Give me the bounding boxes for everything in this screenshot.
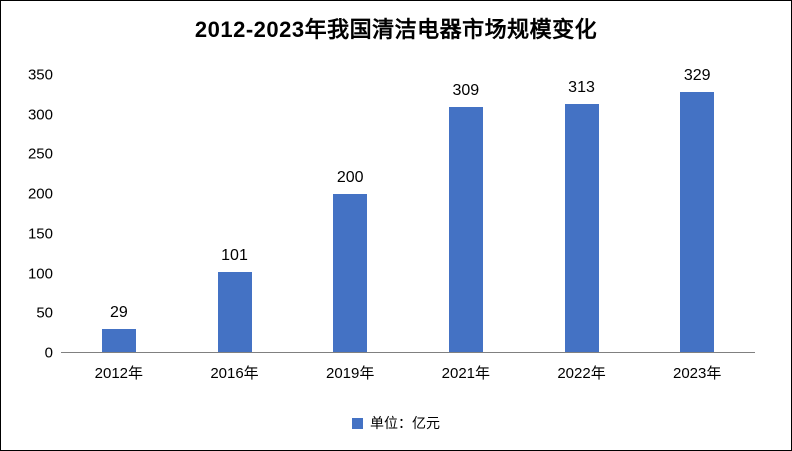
- plot-area: 29 101 200 309 313 329: [61, 67, 755, 353]
- bar: [333, 193, 368, 352]
- bar: [448, 107, 483, 352]
- legend-swatch: [352, 417, 363, 429]
- bar-value-label: 29: [109, 304, 128, 322]
- bar: [564, 104, 599, 352]
- y-tick-label: 50: [36, 304, 53, 322]
- bar-column: 29: [61, 75, 177, 352]
- bar-value-label: 313: [568, 79, 595, 97]
- bar-column: 309: [408, 75, 524, 352]
- chart-body: 350 300 250 200 150 100 50 0 29 101 200 309 313 329 …: [15, 67, 755, 383]
- legend-label: 单位：亿元: [370, 415, 440, 431]
- bar-column: 313: [524, 75, 640, 352]
- x-axis-label: 2021年: [441, 365, 491, 382]
- bar-value-label: 200: [336, 168, 364, 186]
- bar-value-label: 309: [452, 82, 480, 100]
- bar-column: 101: [177, 75, 293, 352]
- bar: [101, 329, 136, 352]
- legend: 单位：亿元: [1, 413, 791, 433]
- y-tick-label: 150: [27, 225, 53, 243]
- bar-value-label: 101: [221, 247, 248, 265]
- x-axis-label: 2016年: [210, 365, 259, 382]
- chart-title: 2012-2023年我国清洁电器市场规模变化: [194, 17, 598, 42]
- x-axis-label: 2023年: [673, 365, 722, 382]
- y-tick-label: 350: [27, 66, 53, 84]
- y-tick-label: 250: [27, 145, 53, 163]
- bar-column: 200: [292, 75, 408, 352]
- x-axis-label: 2019年: [325, 365, 375, 382]
- x-axis-labels: 2012年 2016年 2019年 2021年 2022年 2023年: [61, 353, 755, 383]
- bar-column: 329: [639, 67, 755, 352]
- y-axis: 350 300 250 200 150 100 50 0: [15, 67, 61, 362]
- plot-wrap: 29 101 200 309 313 329 2012年 2016年 2019年 2021年 20…: [61, 67, 755, 383]
- x-axis-label: 2022年: [557, 365, 606, 382]
- y-tick-label: 0: [44, 344, 53, 362]
- bar-value-label: 329: [683, 66, 711, 84]
- bar: [217, 272, 252, 352]
- bar: [680, 91, 715, 352]
- y-tick-label: 100: [27, 265, 53, 283]
- y-tick-label: 200: [27, 185, 53, 203]
- x-axis-label: 2012年: [94, 365, 144, 382]
- y-tick-label: 300: [27, 106, 53, 124]
